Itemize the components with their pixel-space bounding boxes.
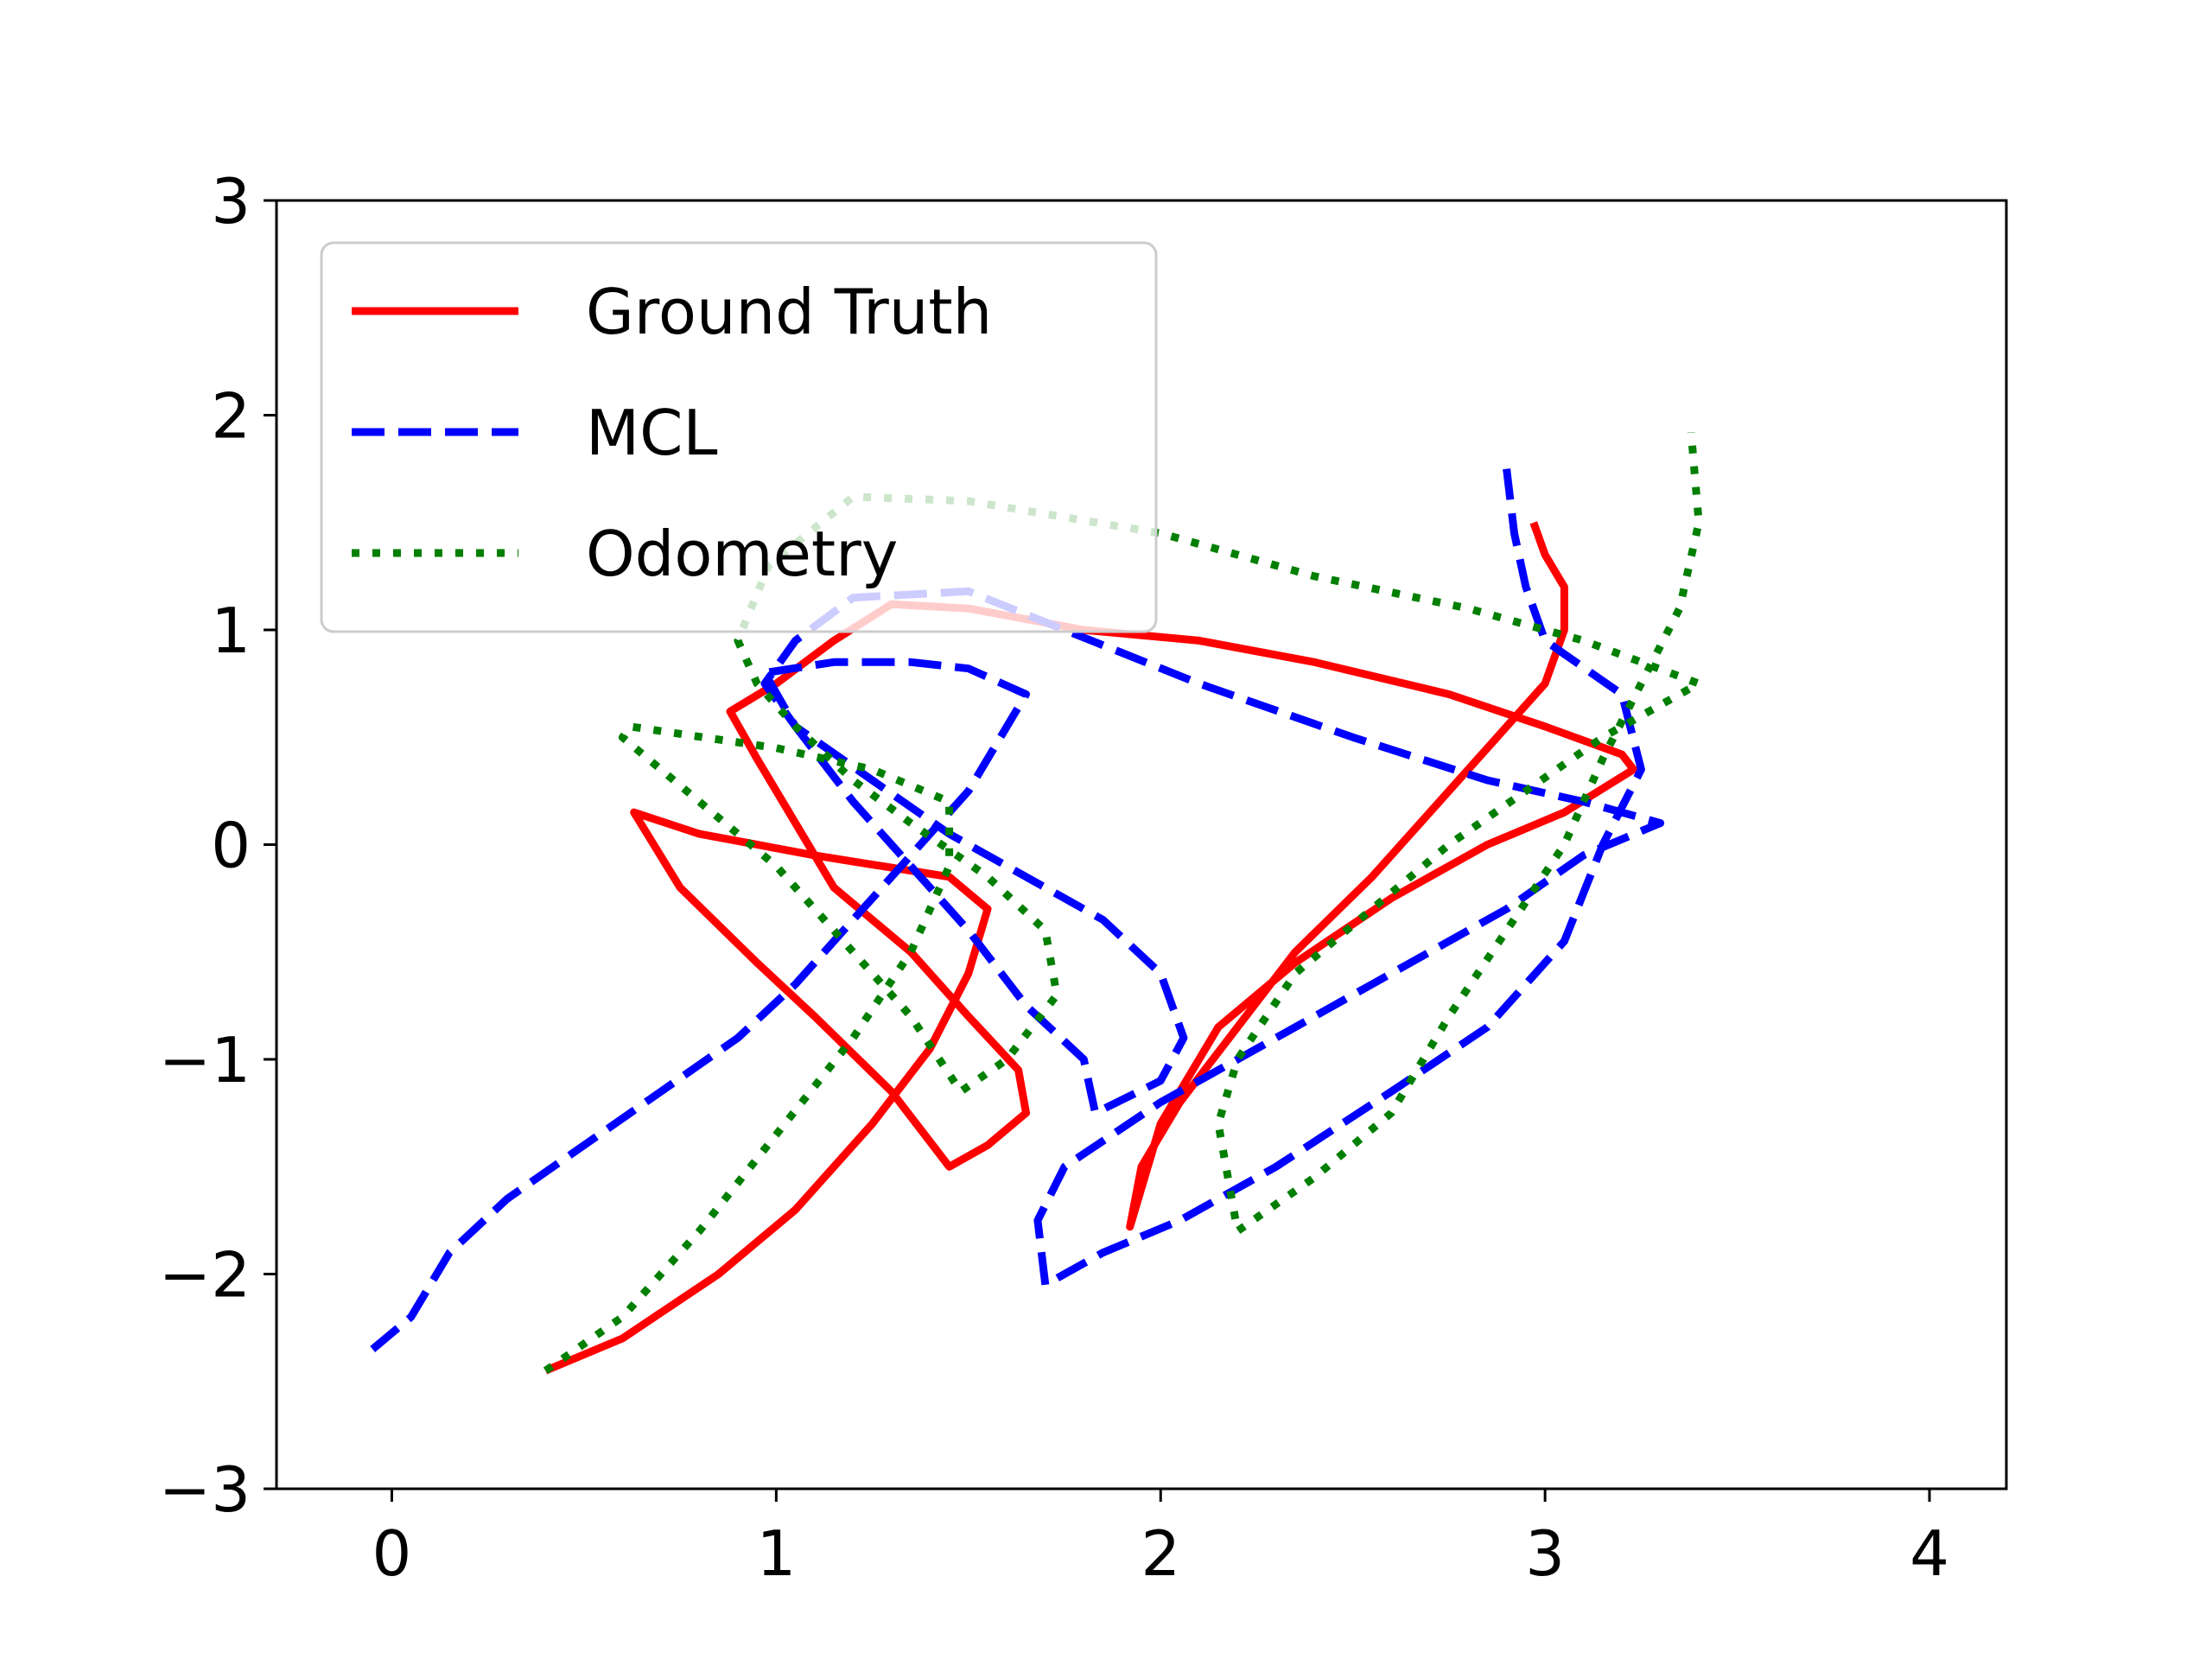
y-tick-label: −1 [159,1024,251,1096]
y-tick-label: 0 [211,810,251,882]
x-tick-label: 2 [1141,1517,1180,1590]
x-tick-label: 1 [756,1517,796,1590]
legend-label: Odometry [586,518,898,590]
y-tick-label: 2 [211,380,251,453]
y-axis: −3 −2 −1 0 1 2 3 [159,165,276,1526]
legend: Ground Truth MCL Odometry [320,241,1158,633]
legend-label: Ground Truth [586,276,992,348]
x-tick-label: 3 [1525,1517,1565,1590]
legend-box [320,241,1158,633]
y-tick-label: −3 [159,1453,251,1526]
x-tick-label: 0 [372,1517,412,1590]
legend-label: MCL [586,397,718,469]
x-axis: 0 1 2 3 4 [372,1489,1949,1590]
y-tick-label: 1 [211,594,251,667]
series-line-mcl [370,468,1665,1352]
y-tick-label: −2 [159,1239,251,1312]
x-tick-label: 4 [1910,1517,1949,1590]
y-tick-label: 3 [211,165,251,238]
